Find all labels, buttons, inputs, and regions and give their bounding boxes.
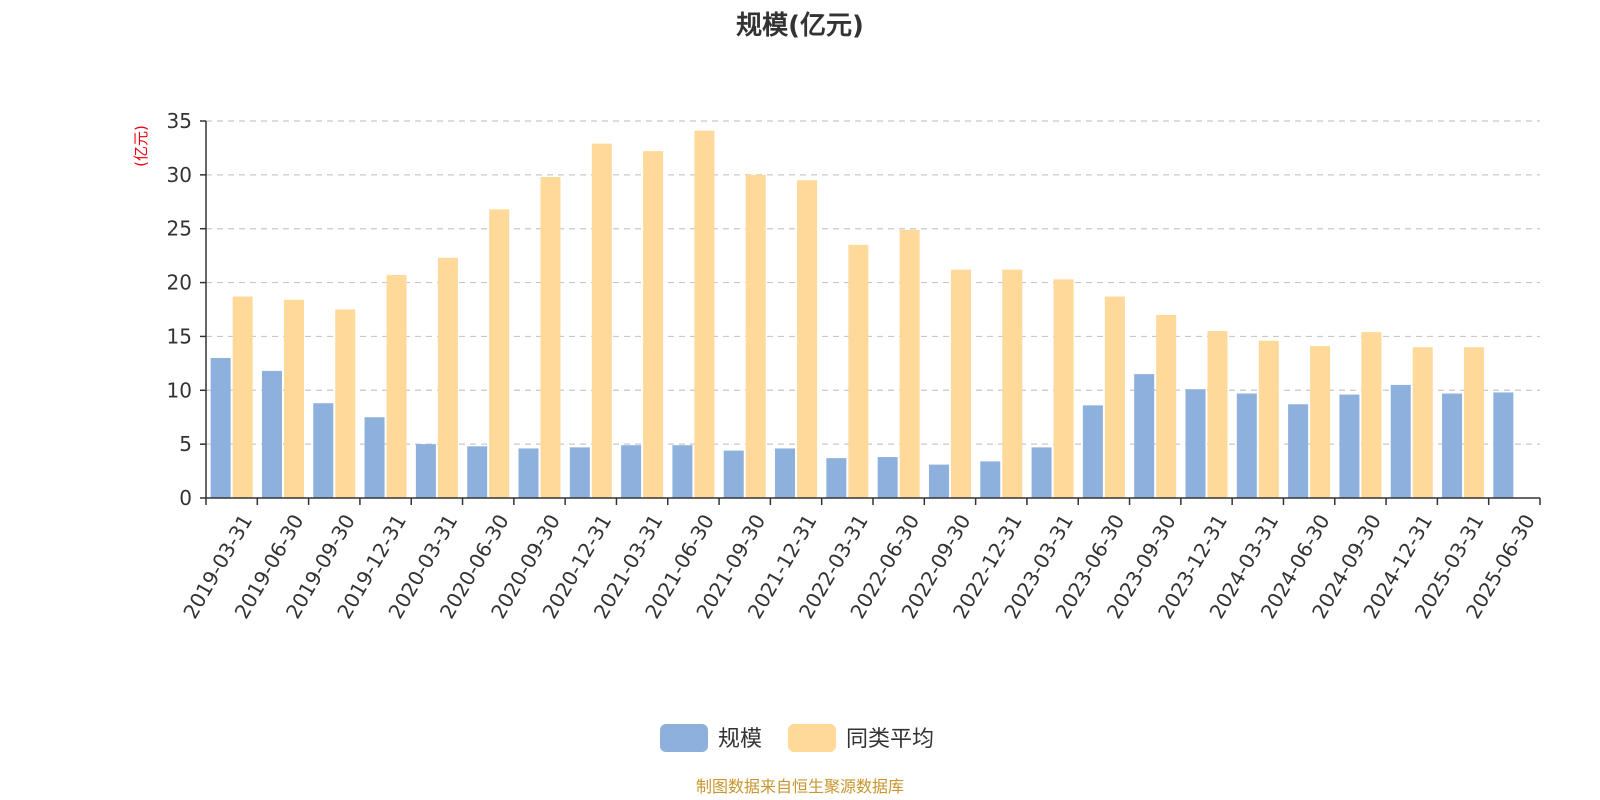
bar-scale[interactable] [621, 445, 642, 498]
bar-peer-average[interactable] [1207, 331, 1228, 498]
bar-peer-average[interactable] [489, 209, 510, 498]
bar-peer-average[interactable] [1156, 314, 1177, 498]
bar-scale[interactable] [877, 457, 898, 498]
bar-scale[interactable] [210, 357, 231, 498]
bar-peer-average[interactable] [848, 244, 869, 498]
legend-label: 规模 [718, 727, 762, 752]
bar-scale[interactable] [980, 461, 1001, 498]
y-tick-label: 15 [167, 324, 192, 348]
bar-peer-average[interactable] [1412, 347, 1433, 498]
bar-scale[interactable] [1185, 389, 1206, 498]
y-tick-label: 20 [167, 271, 192, 295]
bar-peer-average[interactable] [386, 275, 407, 498]
bar-peer-average[interactable] [1002, 269, 1023, 498]
bar-scale[interactable] [467, 446, 488, 498]
legend-item-peer-average[interactable]: 同类平均 [788, 724, 934, 752]
y-tick-label: 25 [167, 217, 192, 241]
bar-peer-average[interactable] [1361, 332, 1382, 498]
y-axis-unit-label: (亿元) [132, 125, 150, 167]
legend-swatch [660, 724, 708, 752]
bar-scale[interactable] [928, 464, 949, 498]
bar-peer-average[interactable] [950, 269, 971, 498]
y-tick-labels: 0 5 10 15 20 25 30 35 [167, 109, 192, 510]
y-tick-label: 5 [179, 432, 192, 456]
x-tick-labels: 2019-03-312019-06-302019-09-302019-12-31… [178, 510, 1540, 623]
bar-peer-average[interactable] [540, 177, 561, 499]
y-tick-label: 0 [179, 486, 192, 510]
bar-peer-average[interactable] [899, 229, 920, 498]
legend[interactable]: 规模 同类平均 [660, 724, 934, 752]
bar-peer-average[interactable] [335, 309, 356, 499]
bar-peer-average[interactable] [1464, 347, 1485, 498]
bar-peer-average[interactable] [797, 180, 818, 498]
legend-swatch [788, 724, 836, 752]
bar-scale[interactable] [415, 444, 436, 498]
bar-scale[interactable] [1288, 404, 1309, 498]
bar-scale[interactable] [1134, 374, 1155, 498]
bar-scale[interactable] [1390, 384, 1411, 498]
bar-scale[interactable] [1031, 447, 1052, 498]
bar-peer-average[interactable] [1053, 279, 1074, 498]
chart-title: 规模(亿元) [736, 11, 864, 41]
bar-scale[interactable] [1236, 393, 1257, 498]
bar-peer-average[interactable] [1310, 346, 1331, 498]
bar-scale[interactable] [1493, 392, 1514, 498]
bar-peer-average[interactable] [694, 130, 715, 499]
bar-peer-average[interactable] [643, 151, 664, 498]
bar-peer-average[interactable] [1104, 296, 1125, 498]
bar-scale[interactable] [1442, 393, 1463, 498]
bar-peer-average[interactable] [437, 257, 458, 498]
bar-scale[interactable] [261, 370, 282, 498]
bar-scale[interactable] [518, 448, 539, 498]
bars [210, 130, 1514, 499]
data-source-note: 制图数据来自恒生聚源数据库 [696, 777, 904, 796]
bar-scale[interactable] [826, 458, 847, 498]
bar-peer-average[interactable] [283, 299, 304, 498]
axes [200, 120, 1541, 505]
bar-scale[interactable] [672, 445, 693, 498]
y-tick-label: 30 [167, 163, 192, 187]
bar-scale[interactable] [1082, 405, 1103, 498]
legend-label: 同类平均 [846, 727, 934, 752]
bar-scale[interactable] [569, 447, 590, 498]
y-tick-label: 35 [167, 109, 192, 133]
bar-peer-average[interactable] [591, 143, 612, 498]
bar-scale[interactable] [775, 448, 796, 498]
bar-scale[interactable] [313, 403, 334, 498]
bar-peer-average[interactable] [745, 174, 766, 498]
bar-peer-average[interactable] [232, 296, 253, 498]
bar-peer-average[interactable] [1258, 340, 1279, 498]
legend-item-scale[interactable]: 规模 [660, 724, 762, 752]
bar-scale[interactable] [723, 450, 744, 498]
bar-scale[interactable] [1339, 394, 1360, 498]
bar-scale[interactable] [364, 417, 385, 498]
y-tick-label: 10 [167, 378, 192, 402]
